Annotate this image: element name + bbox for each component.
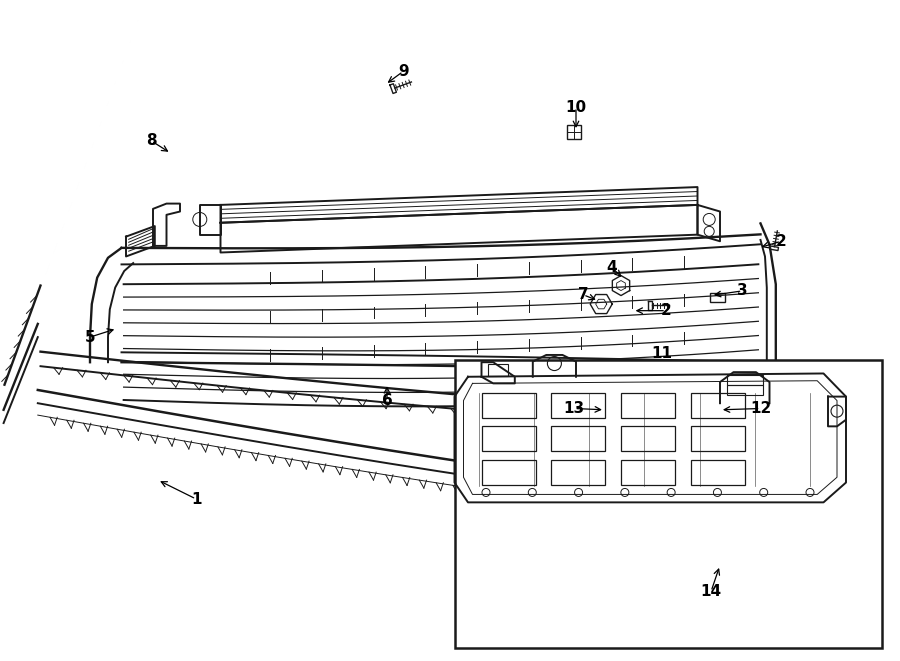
Bar	[691, 460, 745, 485]
Bar	[551, 426, 605, 451]
Bar	[551, 460, 605, 485]
Text: 2: 2	[661, 303, 671, 318]
Text: 8: 8	[146, 134, 157, 148]
Bar	[691, 426, 745, 451]
Bar	[482, 460, 536, 485]
Text: 6: 6	[382, 393, 392, 408]
Bar	[482, 426, 536, 451]
Bar	[727, 375, 763, 385]
Bar	[621, 426, 675, 451]
Text: 1: 1	[191, 492, 202, 506]
Bar	[621, 460, 675, 485]
Bar	[727, 385, 763, 395]
Text: 13: 13	[563, 401, 585, 416]
Text: 12: 12	[750, 401, 771, 416]
Text: 10: 10	[565, 100, 587, 114]
Text: 9: 9	[398, 64, 409, 79]
Text: 3: 3	[737, 284, 748, 298]
Bar	[691, 393, 745, 418]
Text: 7: 7	[578, 288, 589, 302]
Bar	[621, 393, 675, 418]
Text: 2: 2	[776, 234, 787, 249]
Text: 4: 4	[607, 260, 617, 275]
Bar	[710, 293, 724, 302]
Bar	[488, 364, 508, 376]
Bar	[454, 360, 882, 648]
Text: 14: 14	[700, 584, 722, 599]
Text: 5: 5	[85, 330, 95, 344]
Bar	[551, 393, 605, 418]
Bar	[567, 125, 581, 139]
Bar	[482, 393, 536, 418]
Text: 11: 11	[651, 346, 672, 361]
